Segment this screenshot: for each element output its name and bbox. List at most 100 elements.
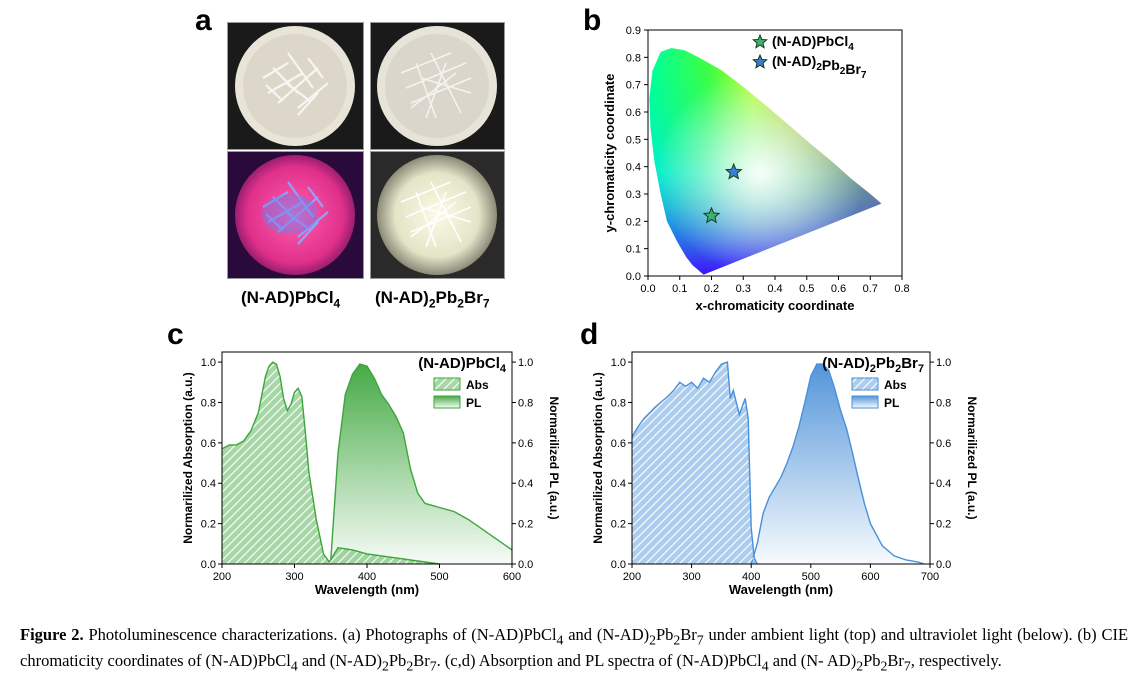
y-tick-label-left: 0.8 <box>611 397 626 409</box>
legend-pl-swatch <box>433 395 461 409</box>
data-point-star <box>724 162 743 180</box>
photo-pbcl4-uv <box>227 151 364 279</box>
x-tick-label: 0.3 <box>736 283 751 295</box>
legend-abs-swatch <box>851 377 879 391</box>
y-tick-label-left: 0.2 <box>611 519 626 531</box>
data-point-star <box>702 206 721 224</box>
y-axis-label: y-chromaticity coordinate <box>602 74 617 233</box>
legend-label: (N-AD)2Pb2Br7 <box>772 53 867 81</box>
y-tick-label-left: 0.0 <box>611 559 626 571</box>
x-tick-label: 0.0 <box>640 283 655 295</box>
dish-image <box>377 155 497 275</box>
y-tick-label-right: 1.0 <box>518 357 533 369</box>
x-tick-label: 0.6 <box>831 283 846 295</box>
y-axis-label: Normarilized Absorption (a.u.) <box>591 372 605 544</box>
y-tick-label: 0.2 <box>626 216 641 228</box>
plot-frame <box>631 351 931 565</box>
label-pb2br7: (N-AD)2Pb2Br7 <box>375 288 490 311</box>
photo-pb2br7-ambient <box>370 22 505 150</box>
legend-abs-label: Abs <box>884 378 907 392</box>
y-tick-label-right: 0.0 <box>936 559 951 571</box>
x-tick-label: 300 <box>682 571 700 583</box>
y-tick-label: 0.0 <box>626 271 641 283</box>
legend-pl-label: PL <box>884 396 899 410</box>
y-tick-label-left: 0.6 <box>611 438 626 450</box>
y-tick-label-left: 1.0 <box>611 357 626 369</box>
x-tick-label: 0.8 <box>894 283 909 295</box>
x-tick-label: 0.4 <box>767 283 782 295</box>
y-tick-label-right: 0.8 <box>518 397 533 409</box>
x-tick-label: 500 <box>802 571 820 583</box>
cie-chart: 0.0 0.1 0.2 0.3 0.4 0.5 0.6 0.7 0.8 0.0 0.1 0.2 0.3 0… <box>602 25 910 313</box>
panel-c-letter: c <box>167 318 184 351</box>
x-tick-label: 0.7 <box>863 283 878 295</box>
legend-star <box>752 53 768 69</box>
x-tick-label: 400 <box>358 571 376 583</box>
panel-a-letter: a <box>195 4 212 37</box>
x-axis-label: x-chromaticity coordinate <box>696 298 855 313</box>
figure-caption: Figure 2. Photoluminescence characteriza… <box>20 625 1129 674</box>
cie-white-point <box>649 48 882 275</box>
y-tick-label-right: 0.2 <box>936 519 951 531</box>
chart-title: (N-AD)2Pb2Br7 <box>822 355 924 375</box>
y-tick-label-left: 0.2 <box>201 519 216 531</box>
y-tick-label: 0.1 <box>626 244 641 256</box>
x-tick-label: 200 <box>213 571 231 583</box>
panel-d-letter: d <box>580 318 599 351</box>
photo-pbcl4-ambient <box>227 22 364 150</box>
x-tick-label: 600 <box>861 571 879 583</box>
pl-series-line <box>330 363 513 561</box>
y-tick-label: 0.9 <box>626 25 641 37</box>
chart-title: (N-AD)PbCl4 <box>418 355 507 375</box>
y-tick-label: 0.3 <box>626 189 641 201</box>
dish-image <box>377 26 497 146</box>
x-tick-label: 0.5 <box>799 283 814 295</box>
x-tick-label: 300 <box>285 571 303 583</box>
dish-image <box>235 155 355 275</box>
pl-series-line <box>750 363 925 565</box>
y-tick-label: 0.5 <box>626 134 641 146</box>
legend-abs-swatch <box>433 377 461 391</box>
x-axis-label: Wavelength (nm) <box>315 582 419 597</box>
legend-abs-label: Abs <box>466 378 489 392</box>
abs-series-fill <box>632 362 758 564</box>
abs-series-line <box>221 361 440 565</box>
panel-b-letter: b <box>583 4 602 37</box>
y-tick-label-left: 0.4 <box>611 478 626 490</box>
x-tick-label: 700 <box>921 571 939 583</box>
y-tick-label-right: 1.0 <box>936 357 951 369</box>
x-tick-label: 0.1 <box>672 283 687 295</box>
x-tick-label: 0.2 <box>704 283 719 295</box>
pl-series-fill <box>751 364 925 564</box>
abs-series-fill <box>222 362 440 564</box>
x-tick-label: 400 <box>742 571 760 583</box>
y-tick-label-right: 0.4 <box>518 478 533 490</box>
x-tick-label: 200 <box>623 571 641 583</box>
y-tick-label-right: 0.0 <box>518 559 533 571</box>
y-tick-label-left: 0.6 <box>201 438 216 450</box>
y-tick-label: 0.4 <box>626 162 641 174</box>
x-tick-label: 500 <box>430 571 448 583</box>
label-pbcl4: (N-AD)PbCl4 <box>241 288 341 311</box>
y-tick-label-left: 0.0 <box>201 559 216 571</box>
y-tick-label: 0.8 <box>626 52 641 64</box>
y-tick-label-right: 0.2 <box>518 519 533 531</box>
y-tick-label-right: 0.6 <box>518 438 533 450</box>
y-tick-label-left: 0.8 <box>201 397 216 409</box>
y-axis-label: Normarilized Absorption (a.u.) <box>181 372 195 544</box>
legend-label: (N-AD)PbCl4 <box>772 33 854 53</box>
y-tick-label-right: 0.4 <box>936 478 951 490</box>
y-tick-label-left: 1.0 <box>201 357 216 369</box>
y-axis-label-right: Normarilized PL (a.u.) <box>965 396 979 519</box>
x-tick-label: 600 <box>503 571 521 583</box>
y-tick-label-right: 0.6 <box>936 438 951 450</box>
y-tick-label-right: 0.8 <box>936 397 951 409</box>
x-axis-label: Wavelength (nm) <box>729 582 833 597</box>
legend-pl-swatch <box>851 395 879 409</box>
y-tick-label-left: 0.4 <box>201 478 216 490</box>
abs-series-line <box>631 361 758 565</box>
photo-pb2br7-uv <box>370 151 505 279</box>
legend-star <box>752 33 768 49</box>
